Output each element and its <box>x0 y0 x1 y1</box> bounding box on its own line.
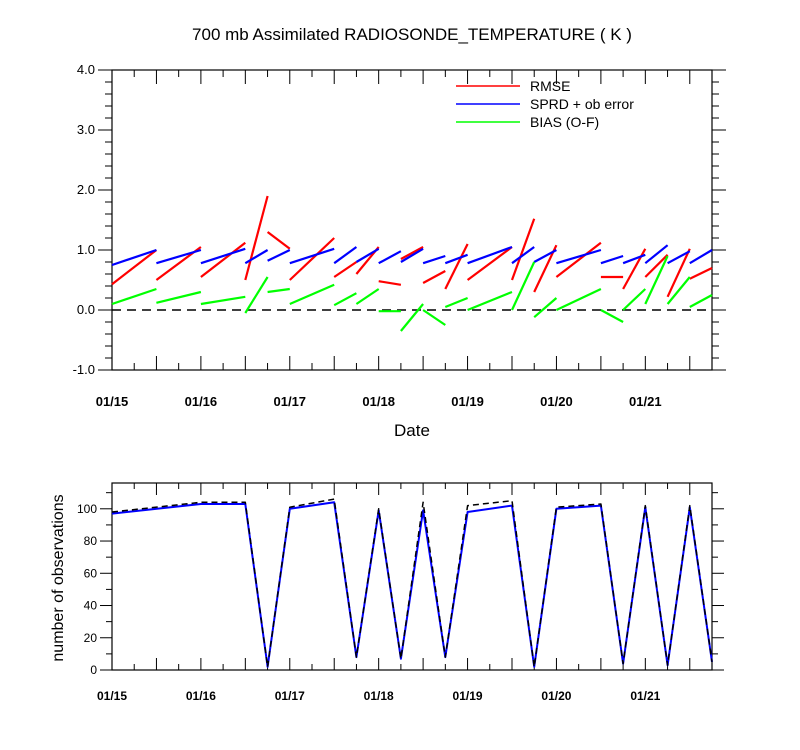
y-tick-label: 3.0 <box>77 122 95 137</box>
bottom-chart: 01/15 01/16 01/17 01/18 01/19 01/20 01/21 0 20 40… <box>77 482 724 703</box>
series-segment-rmse <box>622 248 647 290</box>
y-tick-label: 0.0 <box>77 302 95 317</box>
y-tick-label: 1.0 <box>77 242 95 257</box>
series-segment-sprd-ob-error <box>600 254 624 265</box>
series-segment-rmse <box>244 195 269 281</box>
y-tick-label: 0 <box>90 663 97 677</box>
y-tick-label: 60 <box>84 566 98 580</box>
series-segment-bias-o-f- <box>244 276 269 314</box>
plot-frame <box>111 482 713 671</box>
series-segment-bias-o-f- <box>111 287 157 306</box>
y-tick-label: 2.0 <box>77 182 95 197</box>
series-segment-bias-o-f- <box>422 309 446 326</box>
series-segment-sprd-ob-error <box>355 247 380 263</box>
series-line-possible-observations <box>111 498 713 668</box>
series-segment-rmse <box>378 280 402 286</box>
legend-label: SPRD + ob error <box>530 96 634 112</box>
series-segment-bias-o-f- <box>533 297 558 319</box>
series-segment-sprd-ob-error <box>200 247 246 265</box>
series-segment-sprd-ob-error <box>511 246 535 265</box>
series-segment-bias-o-f- <box>200 295 246 306</box>
x-tick-label: 01/16 <box>185 394 218 409</box>
y-tick-label: 4.0 <box>77 62 95 77</box>
x-tick-label: 01/18 <box>364 689 394 703</box>
series-segment-rmse <box>333 261 358 278</box>
x-tick-label: 01/21 <box>630 689 660 703</box>
series-segment-sprd-ob-error <box>689 249 713 265</box>
series-segment-rmse <box>200 241 246 278</box>
y-tick-label: 20 <box>84 631 98 645</box>
x-tick-label: 01/15 <box>96 394 129 409</box>
series-segment-bias-o-f- <box>689 294 713 308</box>
series-segment-sprd-ob-error <box>378 250 402 265</box>
x-axis-label: Date <box>394 421 430 440</box>
x-tick-label: 01/16 <box>186 689 216 703</box>
series-segment-rmse <box>666 248 691 298</box>
series-segment-bias-o-f- <box>333 292 357 307</box>
x-tick-label: 01/17 <box>275 689 305 703</box>
series-segment-rmse <box>111 249 158 286</box>
series-segment-sprd-ob-error <box>644 244 669 265</box>
x-tick-label: 01/17 <box>274 394 307 409</box>
series-segment-rmse <box>422 270 446 284</box>
series-segment-rmse <box>289 237 335 281</box>
series-segment-sprd-ob-error <box>533 249 557 263</box>
x-tick-label: 01/19 <box>453 689 483 703</box>
series-segment-bias-o-f- <box>622 288 647 311</box>
plot-frame <box>111 69 713 371</box>
x-tick-label: 01/18 <box>362 394 395 409</box>
series-segment-rmse <box>510 218 536 281</box>
series-segment-rmse <box>644 254 669 278</box>
series-segment-bias-o-f- <box>289 283 335 306</box>
series-segment-sprd-ob-error <box>667 250 691 265</box>
series-segment-sprd-ob-error <box>467 245 513 265</box>
series-segment-bias-o-f- <box>444 296 469 309</box>
series-segment-bias-o-f- <box>666 276 691 305</box>
series-segment-rmse <box>555 241 602 278</box>
series-segment-rmse <box>266 231 291 250</box>
series-segment-rmse <box>466 246 513 281</box>
x-tick-label: 01/19 <box>451 394 484 409</box>
series-segment-bias-o-f- <box>555 288 602 311</box>
series-segment-rmse <box>444 243 469 290</box>
y-axis-label-observations: number of observations <box>50 494 67 661</box>
series-segment-sprd-ob-error <box>267 249 291 262</box>
series-segment-bias-o-f- <box>644 255 669 305</box>
legend-label: RMSE <box>530 78 570 94</box>
x-tick-label: 01/21 <box>629 394 662 409</box>
series-segment-sprd-ob-error <box>622 253 646 265</box>
series-segment-bias-o-f- <box>156 290 202 304</box>
series-segment-sprd-ob-error <box>244 249 269 265</box>
y-tick-label: 100 <box>77 502 97 516</box>
legend-label: BIAS (O-F) <box>530 114 599 130</box>
top-chart: 01/15 01/16 01/17 01/18 01/19 01/20 01/21 -1.0 0… <box>73 62 726 409</box>
chart-title: 700 mb Assimilated RADIOSONDE_TEMPERATUR… <box>192 25 632 44</box>
series-segment-sprd-ob-error <box>556 248 602 265</box>
series-segment-bias-o-f- <box>267 287 290 294</box>
series-segment-sprd-ob-error <box>289 247 335 265</box>
y-tick-label: -1.0 <box>73 362 95 377</box>
series-segment-bias-o-f- <box>355 288 380 305</box>
series-segment-bias-o-f- <box>511 261 536 311</box>
x-tick-label: 01/20 <box>541 689 571 703</box>
series-segment-rmse <box>689 267 713 280</box>
series-segment-rmse <box>400 246 424 260</box>
series-segment-sprd-ob-error <box>400 247 424 263</box>
series-segment-bias-o-f- <box>400 303 424 332</box>
series-segment-sprd-ob-error <box>333 246 358 265</box>
series-segment-sprd-ob-error <box>111 248 157 267</box>
y-tick-label: 40 <box>84 599 98 613</box>
series-segment-sprd-ob-error <box>444 253 468 265</box>
x-tick-label: 01/15 <box>97 689 127 703</box>
x-tick-label: 01/20 <box>540 394 573 409</box>
series-segment-bias-o-f- <box>467 290 513 312</box>
series-segment-bias-o-f- <box>600 309 624 323</box>
y-tick-label: 80 <box>84 534 98 548</box>
series-segment-sprd-ob-error <box>422 254 446 265</box>
series-segment-sprd-ob-error <box>156 248 202 265</box>
